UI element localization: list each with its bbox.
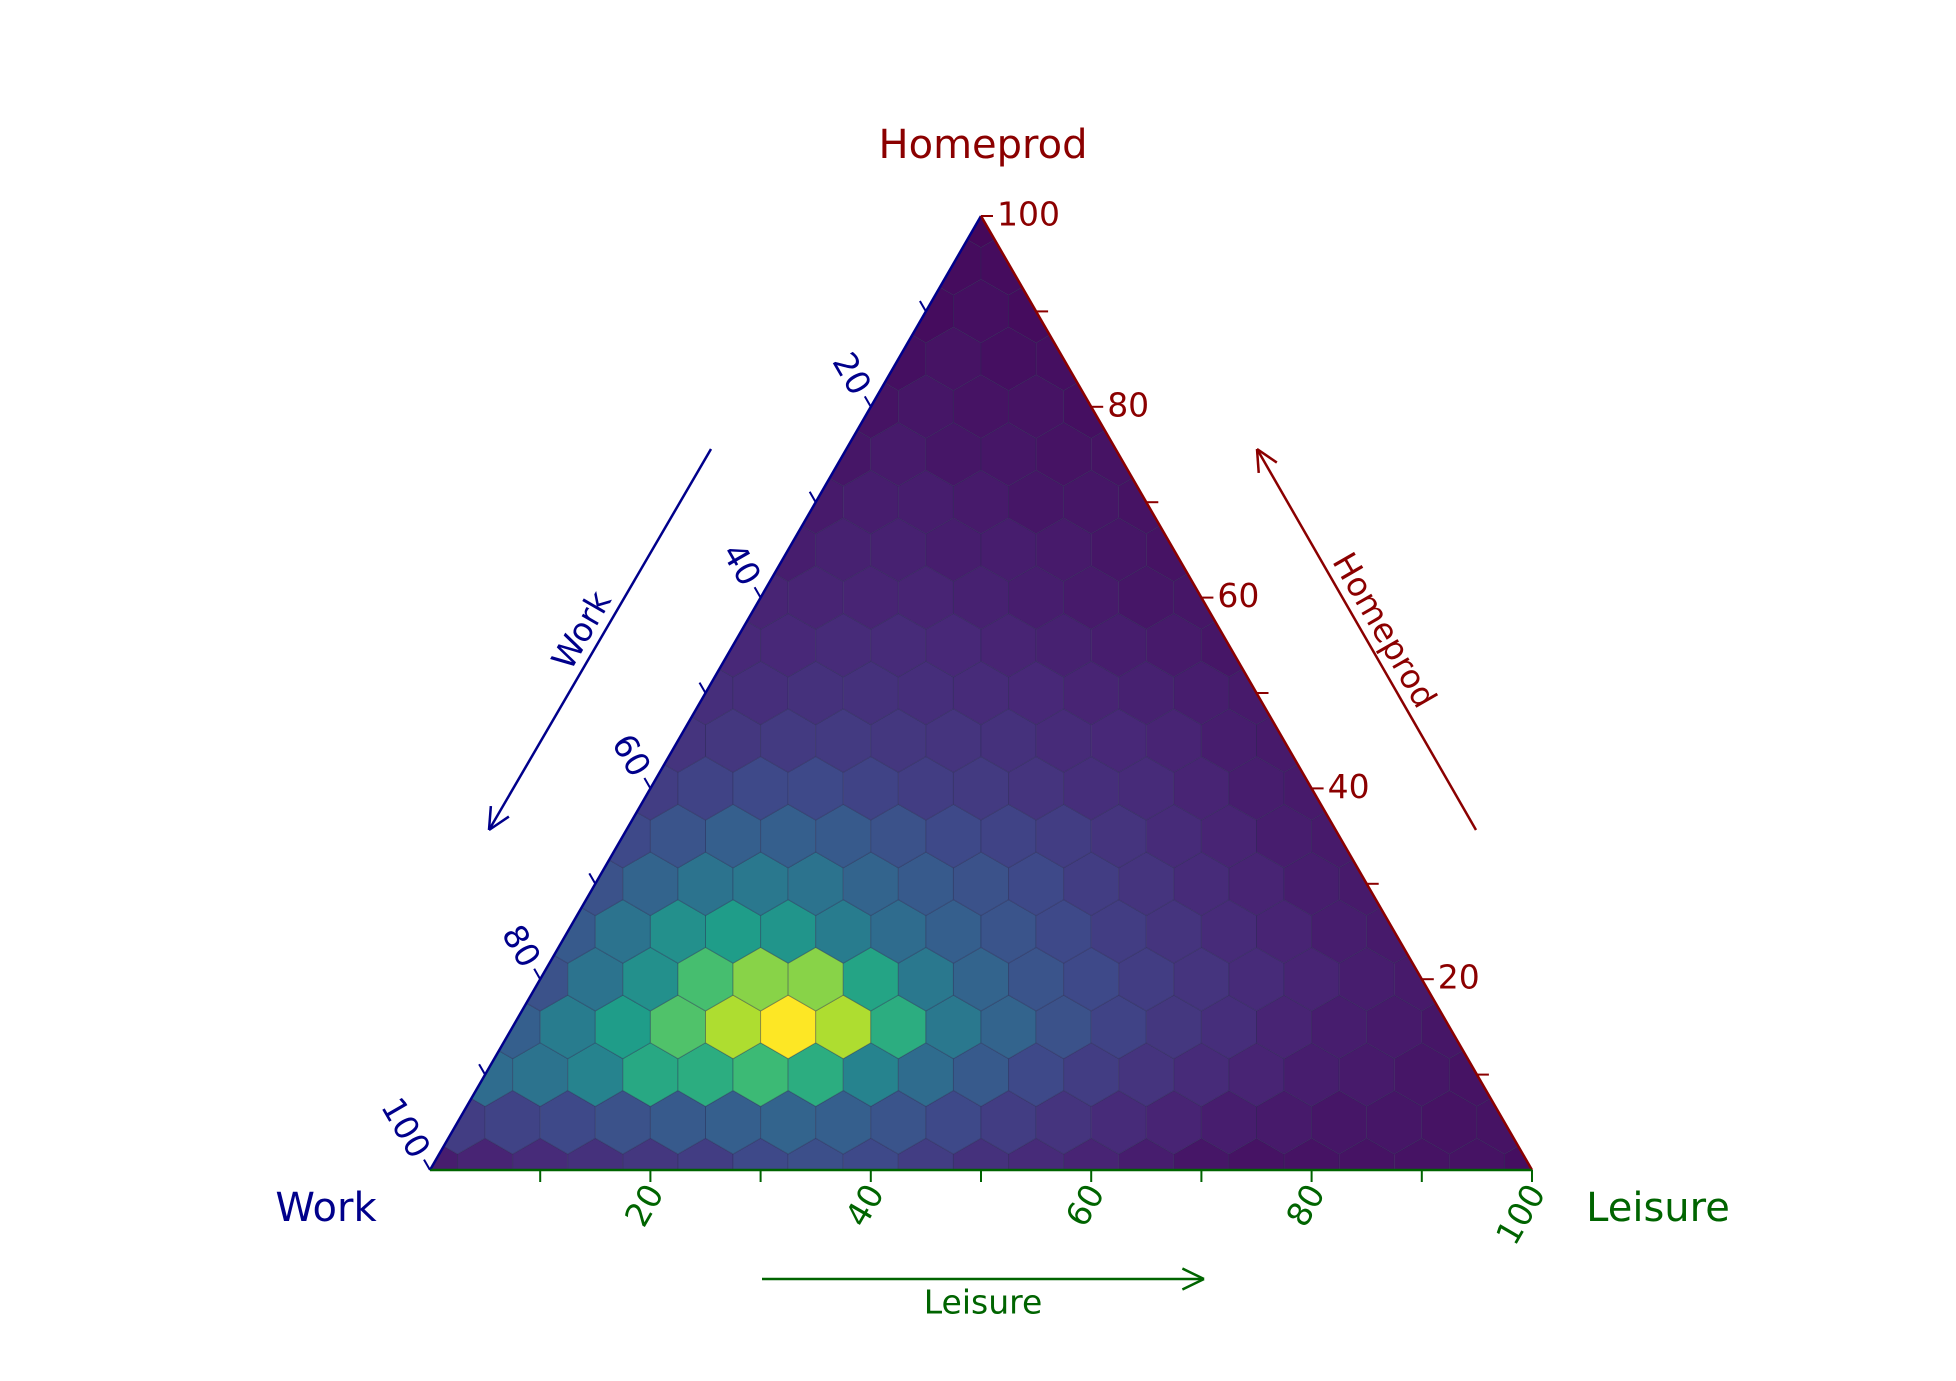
work-tick: [478, 1063, 486, 1076]
leisure-arrow-head: [1181, 1277, 1205, 1291]
homeprod-axis-title: Homeprod: [1325, 546, 1445, 715]
leisure-tick-label: 40: [837, 1177, 892, 1233]
work-tick: [643, 777, 652, 789]
corner-label-right: Leisure: [1586, 1185, 1730, 1231]
leisure-tick-label: 80: [1278, 1177, 1333, 1233]
homeprod-tick-label: 60: [1217, 576, 1259, 615]
work-arrow-head: [488, 815, 510, 832]
homeprod-arrow-head: [1256, 447, 1278, 464]
work-tick-label: 80: [494, 918, 549, 974]
work-tick: [919, 300, 927, 312]
work-tick: [753, 586, 762, 599]
homeprod-arrow: [1255, 448, 1478, 831]
homeprod-tick-label: 80: [1107, 385, 1149, 424]
work-tick-label: 100: [373, 1091, 438, 1165]
corner-label-left: Work: [275, 1185, 377, 1231]
work-arrow-head: [487, 805, 493, 831]
homeprod-tick-label: 20: [1438, 958, 1480, 997]
work-tick: [588, 872, 597, 885]
work-tick: [808, 491, 817, 503]
homeprod-tick-label: 100: [997, 195, 1060, 234]
work-arrow: [487, 448, 713, 831]
leisure-arrow-head: [1181, 1267, 1205, 1281]
work-tick: [533, 968, 542, 980]
work-tick: [863, 395, 872, 408]
hexbin: [430, 216, 1532, 1170]
homeprod-tick-label: 40: [1328, 767, 1370, 806]
work-tick: [423, 1159, 431, 1171]
work-axis-title: Work: [543, 583, 619, 676]
corner-label-top: Homeprod: [879, 122, 1088, 168]
leisure-tick-label: 100: [1488, 1177, 1553, 1251]
homeprod-arrow-head: [1255, 448, 1260, 474]
leisure-axis-title: Leisure: [924, 1283, 1043, 1322]
work-tick-label: 20: [825, 346, 880, 402]
leisure-tick-label: 20: [617, 1177, 672, 1233]
leisure-tick-label: 60: [1058, 1177, 1113, 1233]
work-tick: [698, 682, 707, 694]
work-tick-label: 40: [714, 536, 769, 592]
work-tick-label: 60: [604, 727, 659, 783]
